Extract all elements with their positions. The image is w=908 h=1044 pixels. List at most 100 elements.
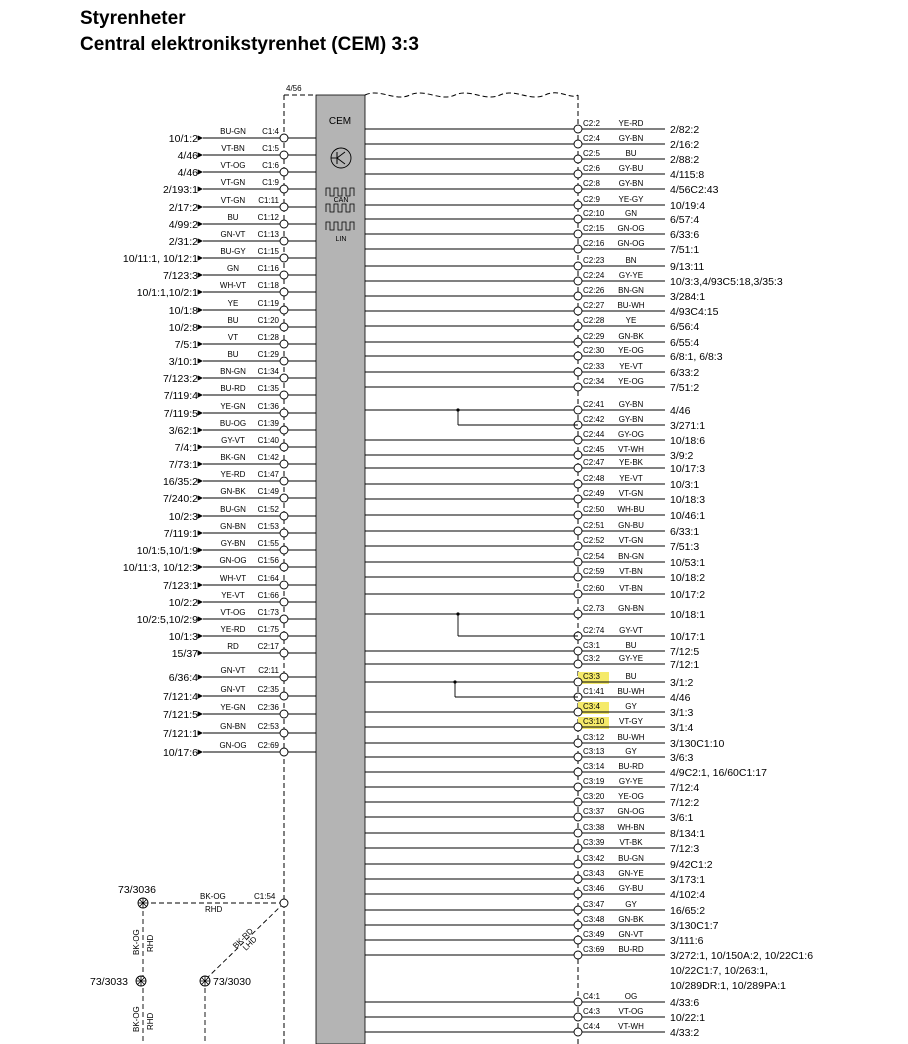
right-connection-row: C3:14 BU-RD 4/9C2:1, 16/60C1:17 [365,762,767,779]
wire-color-label: GN-VT [619,930,644,939]
ground-wire3-note: RHD [146,934,155,952]
reference-label: 9/42C1:2 [670,859,713,871]
wire-color-label: WH-VT [220,574,246,583]
wire-color-label: YE-GY [619,195,645,204]
transistor-icon [330,147,352,169]
pin-connector [279,442,289,452]
pin-connector [279,167,289,177]
reference-label: 2/17:2 [169,202,198,214]
wire-color-label: GY-VT [221,436,245,445]
wire-color-label: GY-BN [619,415,644,424]
pin-label: C3:13 [583,747,605,756]
reference-label: 4/56C2:43 [670,184,719,196]
pin-label: C2:5 [583,149,600,158]
ground-pin-label: C1:54 [254,892,276,901]
pin-label: C3:39 [583,838,605,847]
pin-connector [573,646,583,656]
right-connection-row: C3:47 GY 16/65:2 [365,900,705,917]
ground-point-label: 73/3036 [118,884,156,896]
pin-connector [573,306,583,316]
right-connection-row: C2.73 GN-BN 10/18:1 [365,604,705,621]
pin-label: C2:74 [583,626,605,635]
wire-color-label: GN-YE [618,869,643,878]
right-connection-row: C2:74 GY-VT 10/17:1 [573,626,705,643]
right-connection-row: C2:33 YE-VT 6/33:2 [365,362,699,379]
reference-label: 6/33:1 [670,526,699,538]
right-connection-row: C2:8 GY-BN 4/56C2:43 [365,179,719,196]
pin-connector [573,659,583,669]
right-connection-row: C2:6 GY-BU 4/115:8 [365,164,704,181]
right-connection-row: C2:5 BU 2/88:2 [365,149,699,166]
reference-label: 3/1:3 [670,707,694,719]
wire-color-label: GY-VT [619,626,643,635]
pin-label: C3:20 [583,792,605,801]
right-connection-row: C3:20 YE-OG 7/12:2 [365,792,699,809]
pin-label: C2:11 [258,666,279,675]
wire-color-label: OG [625,992,637,1001]
pin-connector [573,859,583,869]
right-connection-row: C2:59 VT-BN 10/18:2 [365,567,705,584]
pin-highlight [578,717,609,729]
reference-label: 4/99:2 [169,219,198,231]
ground-wire3-label: BK-OG [132,929,141,955]
reference-label: 10/18:6 [670,435,705,447]
pin-connector [573,337,583,347]
wire-color-label: VT-OG [221,608,246,617]
reference-label: 6/36:4 [169,672,198,684]
reference-label: 2/88:2 [670,154,699,166]
reference-label: 3/10:1 [169,356,198,368]
wire-color-label: BN-GN [220,367,246,376]
right-connection-row: C2:23 BN 9/13:11 [365,256,704,273]
wire-color-label: BU-RD [618,945,644,954]
reference-label: 7/73:1 [169,459,198,471]
reference-label: 2/16:2 [670,139,699,151]
reference-label: 10/22C1:7, 10/263:1, [670,965,768,977]
pin-label: C3:3 [583,672,600,681]
right-connection-row: C2:29 GN-BK 6/55:4 [365,332,699,349]
pin-label: C3:4 [583,702,600,711]
pin-label: C1:66 [258,591,280,600]
pin-label: C1:28 [258,333,280,342]
pin-label: C3:42 [583,854,605,863]
pin-connector [573,321,583,331]
pin-label: C2:59 [583,567,605,576]
left-connection-row: C2:11 GN-VT 6/36:4 [169,666,316,684]
right-connection-row: C3:69 BU-RD 3/272:1, 10/150A:2, 10/22C1:6 1… [365,945,813,992]
reference-label: 4/46 [178,150,199,162]
wire-color-label: BU-RD [220,384,246,393]
pin-connector [279,408,289,418]
wire-color-label: VT-GN [619,489,644,498]
pin-label: C3:49 [583,930,605,939]
wire-color-label: YE-BK [619,458,644,467]
ground-point-icon [199,975,211,987]
right-connection-row: C3:37 GN-OG 3/6:1 [365,807,694,824]
pin-connector [573,169,583,179]
pin-connector [573,707,583,717]
right-connection-row: C2:26 BN-GN 3/284:1 [365,286,705,303]
reference-label: 3/9:2 [670,450,694,462]
wire-color-label: YE-OG [618,346,644,355]
pin-label: C3:19 [583,777,605,786]
pin-label: C3:37 [583,807,605,816]
right-connection-row: C2:34 YE-OG 7/51:2 [365,377,699,394]
pin-label: C1:36 [258,402,280,411]
pin-label: C1:29 [258,350,280,359]
pin-label: C3:14 [583,762,605,771]
pin-connector [279,580,289,590]
left-connection-row: C1:52 BU-GN 10/2:3 [169,505,316,523]
pin-label: C3:43 [583,869,605,878]
right-connection-row: C3:4 GY 3/1:3 [365,702,694,719]
pin-label: C2:24 [583,271,605,280]
wire-color-label: GN-OG [617,807,644,816]
reference-label: 6/33:6 [670,229,699,241]
pin-connector [279,425,289,435]
reference-label: 7/4:1 [175,442,199,454]
pin-connector [573,589,583,599]
right-connection-row: C3:2 GY-YE 7/12:1 [365,654,699,671]
wire-color-label: GY-BN [619,400,644,409]
pin-label: C2:23 [583,256,605,265]
right-connection-row: C2:48 YE-VT 10/3:1 [365,474,699,491]
wire-color-label: YE-RD [619,119,644,128]
pin-connector [573,435,583,445]
pin-connector [573,950,583,960]
